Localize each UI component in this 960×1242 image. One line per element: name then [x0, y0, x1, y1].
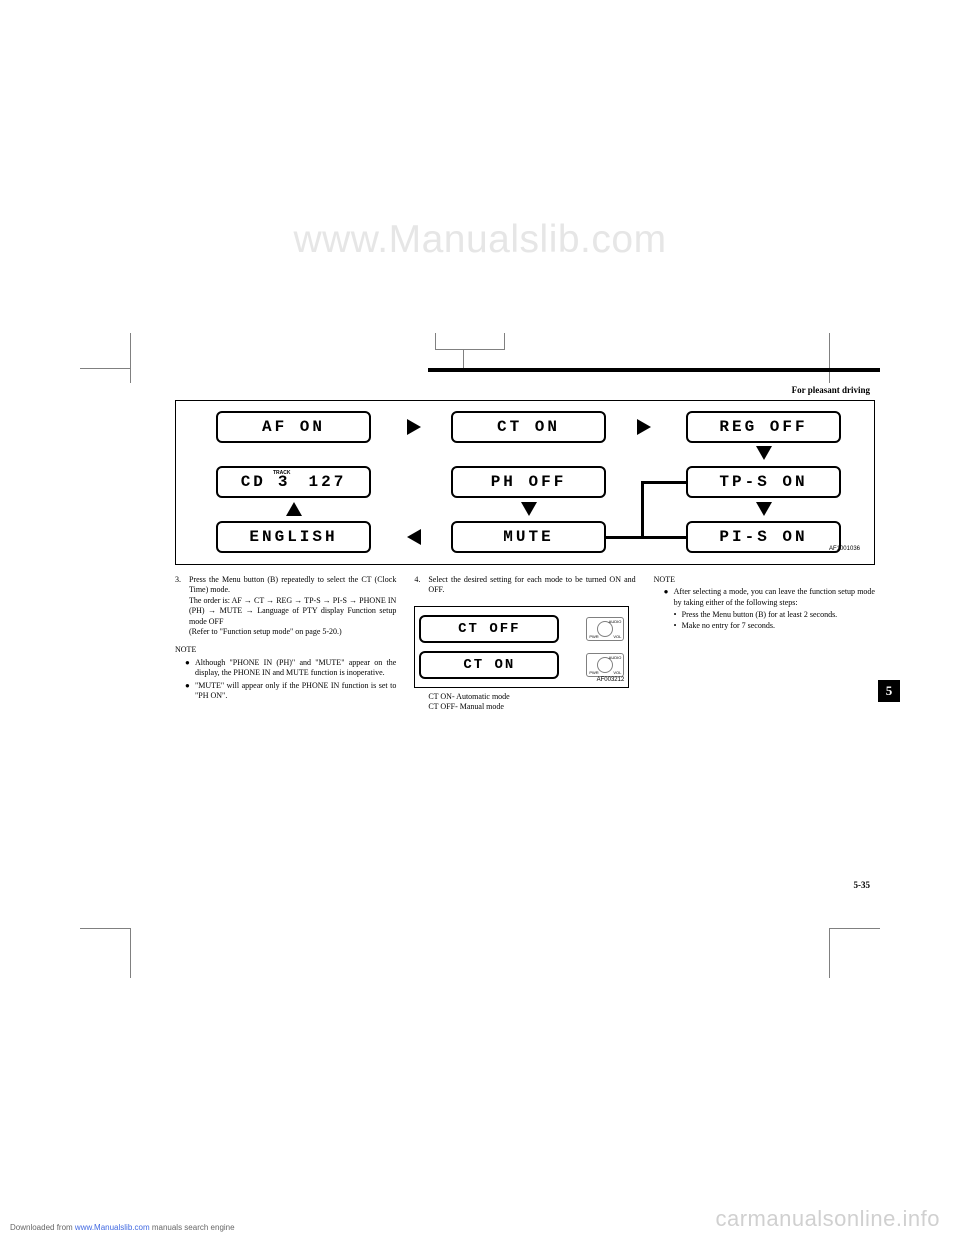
- arrow-right-icon: [407, 419, 421, 435]
- sub-bullet-icon: •: [674, 621, 682, 631]
- lcd-pis-on: PI-S ON: [686, 521, 841, 553]
- step-text: (Refer to "Function setup mode" on page …: [189, 627, 342, 636]
- small-diagram: CT OFF AUDIO PWR VOL CT ON AUDIO PWR VOL…: [414, 606, 629, 688]
- header-bar: [428, 368, 880, 372]
- sub-bullet: Press the Menu button (B) for at least 2…: [682, 610, 875, 620]
- crop-mark: [829, 333, 830, 383]
- caption: CT OFF- Manual mode: [428, 702, 635, 712]
- dial-icon: AUDIO PWR VOL: [586, 653, 624, 677]
- manualslib-link[interactable]: www.Manualslib.com: [75, 1223, 150, 1232]
- arrow-right-icon: [637, 419, 651, 435]
- track-label: TRACK: [273, 470, 291, 476]
- arrow-down-icon: [521, 502, 537, 516]
- connector: [606, 536, 686, 539]
- step-number: 3.: [175, 575, 189, 637]
- step-text: Press the Menu button (B) repeatedly to …: [189, 575, 396, 594]
- crop-mark: [463, 350, 464, 368]
- lcd-cd-track: TRACK CD 3 127: [216, 466, 371, 498]
- connector: [641, 481, 686, 484]
- figure-code: AF003212: [597, 677, 625, 685]
- watermark: www.Manualslib.com: [0, 218, 960, 262]
- lcd-ph-off: PH OFF: [451, 466, 606, 498]
- bullet-icon: ●: [185, 658, 195, 679]
- main-diagram: AF ON CT ON REG OFF TRACK CD 3 127 PH OF…: [175, 400, 875, 565]
- page-number: 5-35: [854, 880, 871, 890]
- arrow-left-icon: [407, 529, 421, 545]
- crop-mark: [80, 928, 130, 929]
- note-bullet: Although "PHONE IN (PH)" and "MUTE" appe…: [195, 658, 396, 679]
- footer-right: carmanualsonline.info: [715, 1206, 940, 1232]
- lcd-ct-on: CT ON: [451, 411, 606, 443]
- step-number: 4.: [414, 575, 428, 596]
- section-header: For pleasant driving: [792, 385, 870, 395]
- arrow-down-icon: [756, 446, 772, 460]
- note-bullet: After selecting a mode, you can leave th…: [674, 587, 875, 608]
- crop-mark: [830, 928, 880, 929]
- bullet-icon: ●: [185, 681, 195, 702]
- lcd-reg-off: REG OFF: [686, 411, 841, 443]
- step-text: The order is: AF → CT → REG → TP-S → PI-…: [189, 596, 396, 626]
- crop-mark: [130, 928, 131, 978]
- sub-bullet: Make no entry for 7 seconds.: [682, 621, 875, 631]
- lcd-mute: MUTE: [451, 521, 606, 553]
- arrow-up-icon: [286, 502, 302, 516]
- lcd-tps-on: TP-S ON: [686, 466, 841, 498]
- chapter-tab: 5: [878, 680, 900, 702]
- column-2: 4. Select the desired setting for each m…: [414, 575, 635, 713]
- lcd-af-on: AF ON: [216, 411, 371, 443]
- bullet-icon: ●: [664, 587, 674, 608]
- sub-bullet-icon: •: [674, 610, 682, 620]
- crop-mark: [130, 333, 131, 383]
- crop-mark: [829, 928, 830, 978]
- step-text: Select the desired setting for each mode…: [428, 575, 635, 596]
- column-3: NOTE ● After selecting a mode, you can l…: [654, 575, 875, 713]
- lcd-ct-off: CT OFF: [419, 615, 559, 643]
- dial-icon: AUDIO PWR VOL: [586, 617, 624, 641]
- footer-left: Downloaded from www.Manualslib.com manua…: [10, 1223, 235, 1232]
- note-heading: NOTE: [175, 645, 396, 655]
- crop-mark: [435, 333, 505, 350]
- column-1: 3. Press the Menu button (B) repeatedly …: [175, 575, 396, 713]
- connector: [641, 481, 644, 539]
- note-heading: NOTE: [654, 575, 875, 585]
- arrow-down-icon: [756, 502, 772, 516]
- note-bullet: "MUTE" will appear only if the PHONE IN …: [195, 681, 396, 702]
- crop-mark: [80, 368, 130, 369]
- lcd-english: ENGLISH: [216, 521, 371, 553]
- figure-code: AF1001036: [829, 546, 860, 552]
- caption: CT ON- Automatic mode: [428, 692, 635, 702]
- lcd-ct-on: CT ON: [419, 651, 559, 679]
